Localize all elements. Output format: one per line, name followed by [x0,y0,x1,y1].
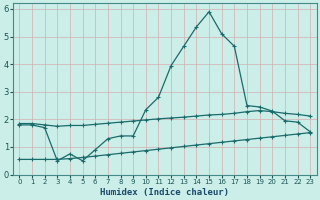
X-axis label: Humidex (Indice chaleur): Humidex (Indice chaleur) [100,188,229,197]
